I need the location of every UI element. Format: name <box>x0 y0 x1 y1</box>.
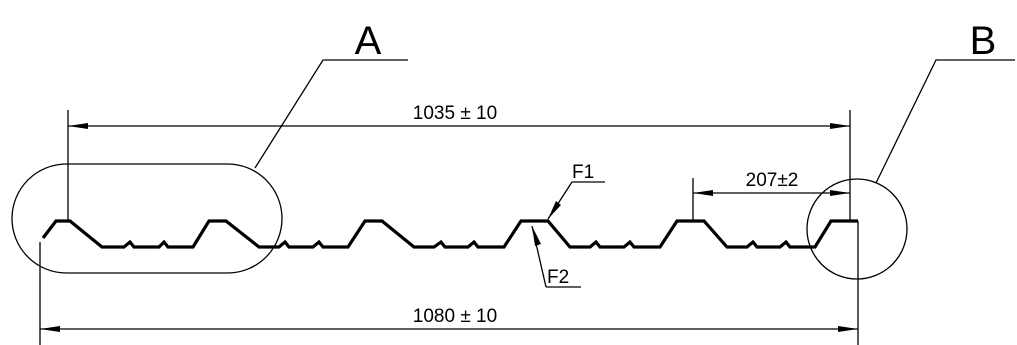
sheet-profile <box>41 219 858 249</box>
arrow-1080-left <box>40 326 60 332</box>
detail-a-outline <box>11 163 283 274</box>
arrow-1035-left <box>68 123 88 129</box>
arrow-207-right <box>830 190 850 196</box>
dimension-label-207: 207±2 <box>746 170 799 191</box>
detail-a-label: A <box>355 19 382 63</box>
detail-b-outline <box>806 178 908 280</box>
detail-b-leader <box>875 59 1015 184</box>
detail-a-leader <box>254 59 408 169</box>
f1-leader-arrow <box>548 201 561 219</box>
arrow-1080-right <box>838 326 858 332</box>
f2-leader-arrow <box>532 226 541 246</box>
arrow-207-left <box>693 190 713 196</box>
dimension-label-1035: 1035 ± 10 <box>413 103 497 124</box>
fold-label-f1: F1 <box>572 162 594 183</box>
fold-label-f2: F2 <box>547 267 569 288</box>
arrow-1035-right <box>830 123 850 129</box>
detail-b-label: B <box>970 19 997 63</box>
dimension-label-1080: 1080 ± 10 <box>413 306 497 327</box>
